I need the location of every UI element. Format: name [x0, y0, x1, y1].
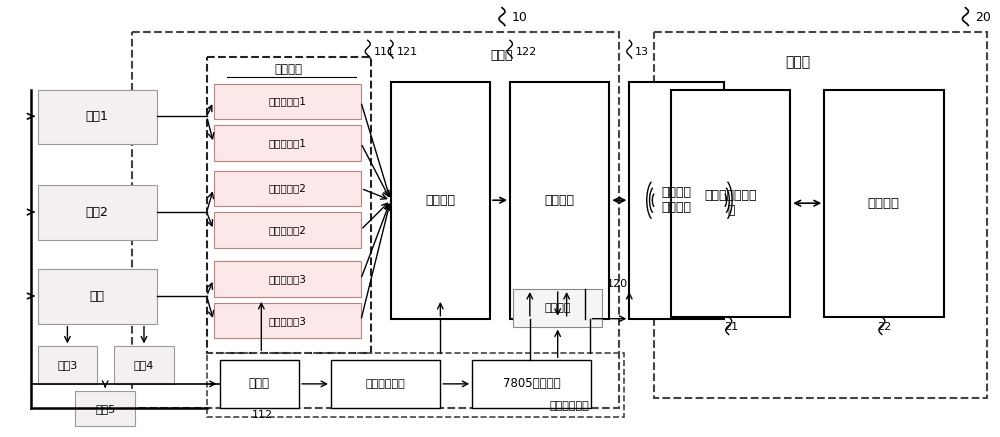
Text: 桥式整流电路: 桥式整流电路	[366, 379, 406, 389]
Text: 存储模块: 存储模块	[544, 303, 571, 313]
Bar	[331, 360, 440, 408]
Text: 7805稳压芯片: 7805稳压芯片	[503, 378, 561, 390]
Text: 电压传感器1: 电压传感器1	[268, 97, 306, 107]
Bar	[214, 125, 361, 161]
Text: 电流传感器1: 电流传感器1	[268, 138, 306, 148]
Bar	[824, 90, 944, 317]
Text: 120: 120	[606, 279, 628, 289]
Bar	[214, 84, 361, 119]
Text: 电器4: 电器4	[134, 360, 154, 370]
Bar	[654, 32, 987, 398]
Text: 电器端: 电器端	[490, 49, 513, 62]
Text: 微处理器: 微处理器	[545, 194, 575, 207]
Text: 13: 13	[635, 47, 649, 57]
Text: 电流传感器3: 电流传感器3	[268, 316, 306, 326]
Text: 用户端: 用户端	[786, 55, 811, 69]
Text: 电器2: 电器2	[86, 205, 109, 218]
Text: 显示单元: 显示单元	[868, 197, 900, 210]
Bar	[132, 32, 619, 408]
Text: 第二无线通讯单
元: 第二无线通讯单 元	[704, 189, 757, 217]
Bar	[114, 347, 174, 384]
Text: 电器1: 电器1	[86, 110, 109, 123]
Bar	[214, 212, 361, 248]
Text: 10: 10	[512, 11, 528, 24]
Bar	[214, 170, 361, 206]
Text: 电器3: 电器3	[57, 360, 78, 370]
Text: 111: 111	[374, 47, 395, 57]
Text: 插座: 插座	[90, 289, 105, 302]
Bar	[214, 303, 361, 338]
Bar	[629, 82, 724, 319]
Text: 20: 20	[975, 11, 991, 24]
Bar	[207, 353, 624, 417]
Text: 21: 21	[724, 322, 738, 332]
Bar	[207, 57, 371, 353]
Bar	[38, 347, 97, 384]
Text: 变压器: 变压器	[249, 378, 270, 390]
Text: 22: 22	[877, 322, 891, 332]
Text: 121: 121	[397, 47, 418, 57]
Text: 电源采集模组: 电源采集模组	[550, 401, 590, 410]
Bar	[671, 90, 790, 317]
Text: 112: 112	[251, 410, 273, 420]
Text: 电压传感器2: 电压传感器2	[268, 184, 306, 194]
Bar	[391, 82, 490, 319]
Bar	[220, 360, 299, 408]
Text: 电器5: 电器5	[95, 403, 115, 413]
Bar	[214, 261, 361, 297]
Bar	[472, 360, 591, 408]
Bar	[510, 82, 609, 319]
Text: 计量模块: 计量模块	[425, 194, 455, 207]
Bar	[513, 289, 602, 326]
Text: 电流传感器2: 电流传感器2	[268, 225, 306, 235]
Text: 监测模组: 监测模组	[274, 63, 302, 76]
Text: 122: 122	[516, 47, 537, 57]
Text: 第一无线
通讯单元: 第一无线 通讯单元	[661, 186, 691, 214]
Text: 电压传感器3: 电压传感器3	[268, 274, 306, 284]
Bar	[38, 90, 157, 144]
Bar	[38, 269, 157, 324]
Bar	[38, 185, 157, 240]
Bar	[75, 391, 135, 427]
